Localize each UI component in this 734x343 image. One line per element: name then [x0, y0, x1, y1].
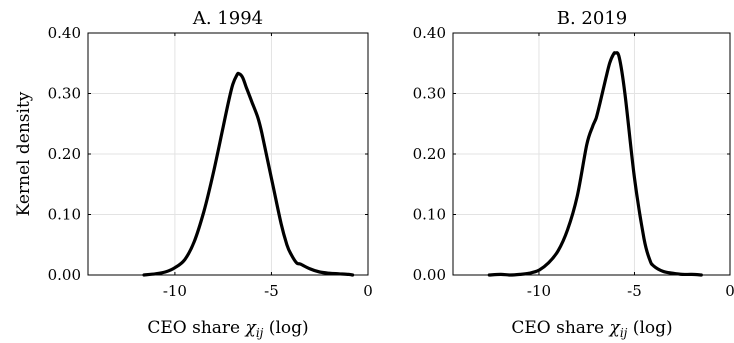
panel-a-y-tick-label: 0.20 — [48, 145, 81, 163]
panel-a-xlabel-tail: (log) — [263, 318, 308, 338]
panel-a-y-tick-label: 0.10 — [48, 206, 81, 224]
panel-b-xlabel-sub: ij — [620, 326, 628, 340]
panel-b-x-axis-title: CEO share χij (log) — [511, 318, 672, 340]
panel-b-xlabel-symbol: χ — [609, 318, 622, 338]
panel-a-xlabel-sub: ij — [256, 326, 264, 340]
panel-b-axes-box — [452, 32, 731, 276]
panel-a-density-line — [142, 71, 355, 277]
panel-b-x-tick-label: 0 — [725, 282, 734, 300]
panel-b-y-tick-label: 0.00 — [413, 266, 446, 284]
panel-b-y-tick-label: 0.30 — [413, 85, 446, 103]
panel-a-axes-box — [87, 32, 369, 276]
panel-b-x-tick-label: -5 — [627, 282, 642, 300]
panel-b-y-tick-label: 0.40 — [413, 24, 446, 42]
panel-b-x-tick-label: -10 — [527, 282, 551, 300]
panel-a-y-tick-label: 0.00 — [48, 266, 81, 284]
panel-a-x-tick-label: -10 — [163, 282, 187, 300]
panel-a-title: A. 1994 — [192, 8, 263, 29]
panel-a-x-axis-title: CEO share χij (log) — [147, 318, 308, 340]
panel-a-y-tick-label: 0.40 — [48, 24, 81, 42]
panel-a: -10 -5 0 0.00 0.10 0.20 0.30 0.40 A. 1994 CEO s… — [48, 8, 373, 340]
panel-b: -10 -5 0 0.00 0.10 0.20 0.30 0.40 B. 2019 CEO s… — [413, 8, 734, 340]
panel-b-xlabel-tail: (log) — [627, 318, 672, 338]
panel-a-y-tick-label: 0.30 — [48, 85, 81, 103]
panel-b-density-line — [487, 51, 703, 277]
panel-b-xlabel-main: CEO share — [511, 318, 609, 338]
panel-b-tick-labels: -10 -5 0 0.00 0.10 0.20 0.30 0.40 — [413, 24, 734, 300]
panel-b-y-tick-label: 0.10 — [413, 206, 446, 224]
panel-a-xlabel-main: CEO share — [147, 318, 245, 338]
panel-b-y-tick-label: 0.20 — [413, 145, 446, 163]
panel-a-xlabel-symbol: χ — [245, 318, 258, 338]
panel-b-title: B. 2019 — [557, 8, 627, 29]
y-axis-title: Kernel density — [14, 91, 34, 216]
panel-a-x-tick-label: 0 — [363, 282, 373, 300]
panel-a-tick-labels: -10 -5 0 0.00 0.10 0.20 0.30 0.40 — [48, 24, 373, 300]
panel-a-x-tick-label: -5 — [264, 282, 279, 300]
